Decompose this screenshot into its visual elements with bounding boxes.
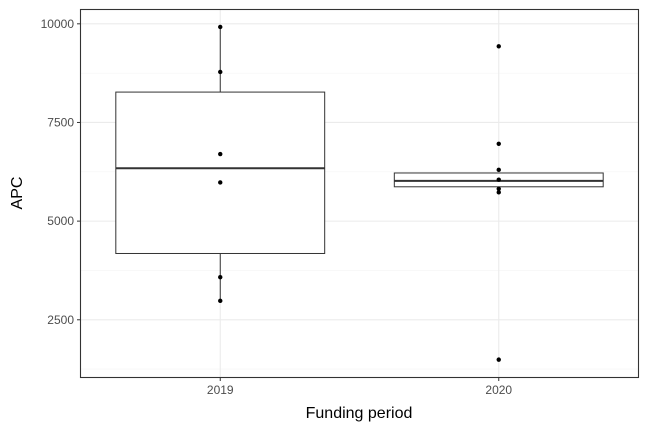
- y-tick-label: 7500: [47, 115, 74, 129]
- data-point: [496, 141, 501, 146]
- data-point: [218, 274, 223, 280]
- x-axis: 2019 2020: [207, 377, 512, 397]
- data-point: [496, 167, 501, 173]
- boxes-layer: [115, 26, 604, 301]
- data-point: [218, 24, 223, 30]
- y-tick-label: 5000: [47, 214, 74, 228]
- data-point: [218, 298, 223, 304]
- points-layer: [218, 24, 501, 362]
- x-tick-label: 2020: [485, 383, 512, 397]
- x-tick-label: 2019: [207, 383, 234, 397]
- x-axis-title: Funding period: [306, 405, 413, 422]
- y-axis: 2500 5000 7500 10000: [41, 17, 81, 327]
- y-tick-label: 2500: [47, 313, 74, 327]
- y-axis-title: APC: [9, 177, 26, 210]
- data-point: [496, 186, 501, 191]
- data-point: [496, 357, 501, 362]
- data-point: [496, 177, 501, 182]
- data-point: [218, 180, 223, 185]
- box-iqr: [115, 91, 326, 254]
- y-tick-label: 10000: [41, 17, 75, 31]
- data-point: [218, 69, 223, 75]
- data-point: [496, 190, 501, 195]
- data-point: [496, 44, 501, 49]
- panel-border: [79, 8, 640, 379]
- data-point: [218, 151, 223, 157]
- box-2019: [115, 26, 326, 301]
